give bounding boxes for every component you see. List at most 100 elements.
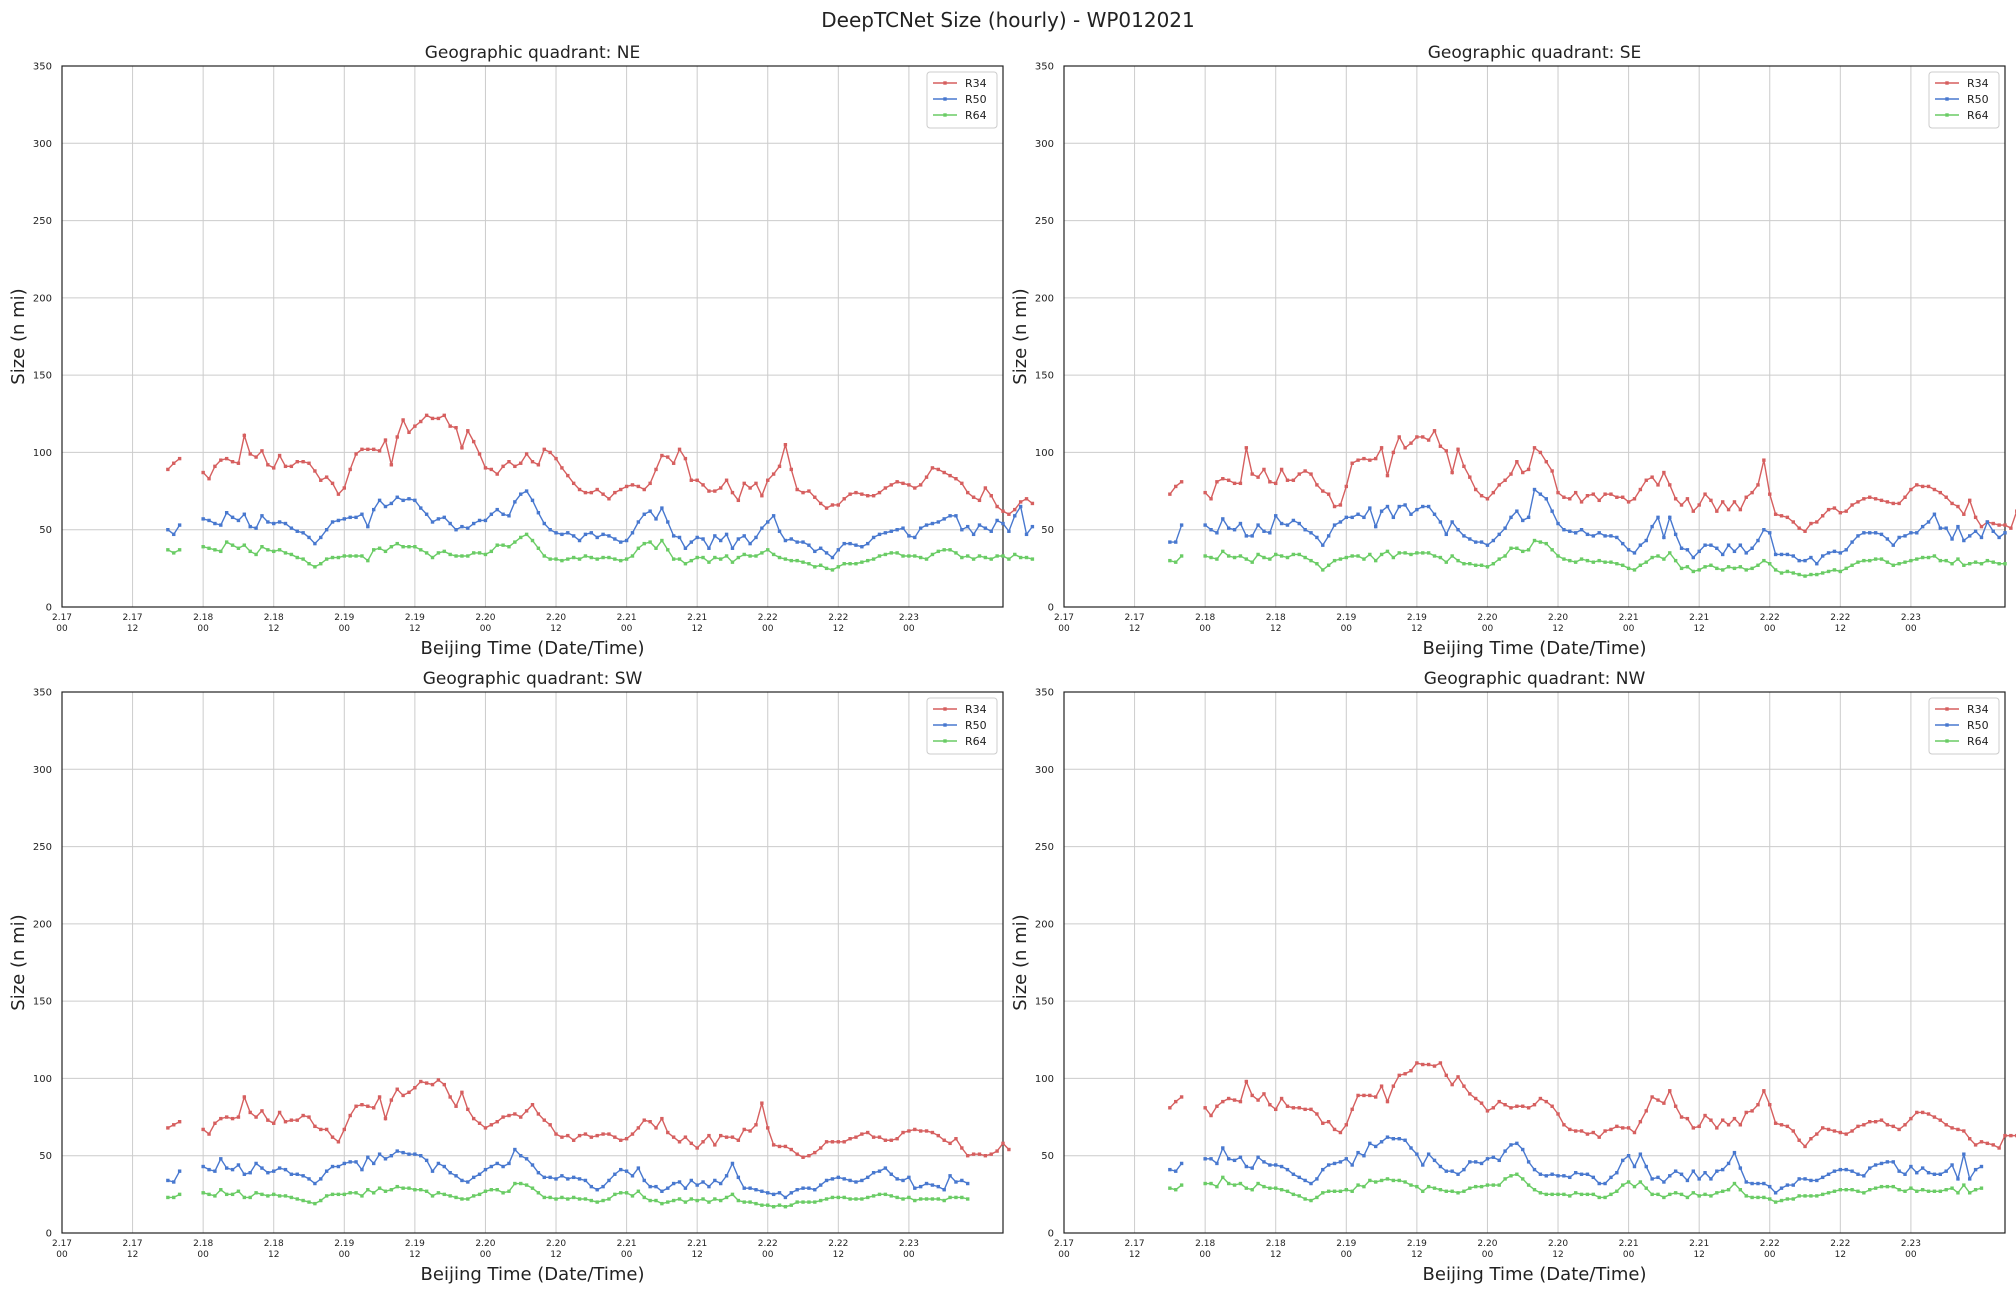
data-point	[1615, 495, 1619, 499]
data-point	[1721, 1167, 1725, 1172]
data-point	[1844, 566, 1848, 571]
data-point	[1997, 523, 2001, 527]
data-point	[413, 1188, 417, 1192]
data-point	[1826, 1191, 1831, 1195]
data-point	[883, 531, 888, 535]
data-point	[813, 1188, 817, 1192]
data-point	[507, 514, 511, 518]
data-point	[836, 1175, 841, 1180]
data-point	[1944, 558, 1948, 563]
data-point	[1179, 1095, 1184, 1099]
data-point	[1226, 554, 1231, 558]
y-tick-label: 50	[39, 525, 52, 536]
data-point	[483, 518, 488, 523]
legend-swatch-marker	[943, 113, 947, 117]
data-point	[342, 554, 346, 558]
data-point	[1174, 1169, 1178, 1173]
data-point	[524, 1183, 529, 1187]
data-point	[1562, 1123, 1566, 1127]
data-point	[1268, 480, 1272, 484]
data-point	[1856, 560, 1860, 564]
data-point	[1738, 543, 1743, 547]
data-point	[989, 529, 993, 533]
data-point	[1873, 1163, 1878, 1167]
panel-title: Geographic quadrant: NW	[1424, 669, 1646, 689]
data-point	[1268, 557, 1272, 561]
data-point	[789, 1203, 793, 1207]
data-point	[1950, 1126, 1954, 1130]
data-point	[1250, 1093, 1254, 1098]
data-point	[1456, 558, 1460, 563]
data-point	[307, 1200, 311, 1204]
legend-swatch-marker	[943, 81, 947, 85]
data-point	[707, 1200, 711, 1204]
data-point	[1421, 1189, 1425, 1193]
data-point	[777, 1203, 782, 1207]
data-point	[813, 565, 817, 569]
data-point	[307, 535, 311, 540]
data-point	[1409, 1146, 1413, 1150]
x-tick-label: 2.17 00	[52, 1239, 72, 1260]
data-point	[589, 490, 594, 495]
data-point	[1691, 1126, 1695, 1130]
data-point	[554, 1197, 558, 1201]
data-point	[695, 478, 699, 482]
data-point	[348, 515, 352, 520]
data-point	[824, 506, 829, 510]
data-point	[1938, 1172, 1943, 1176]
data-point	[377, 546, 382, 550]
series-line-r50	[202, 490, 1033, 559]
data-point	[1773, 1191, 1778, 1195]
data-point	[360, 554, 364, 558]
data-point	[1744, 495, 1748, 499]
data-point	[595, 1188, 599, 1192]
data-point	[1920, 1110, 1925, 1115]
data-point	[424, 413, 429, 418]
y-tick-label: 250	[33, 842, 52, 853]
data-point	[583, 490, 588, 495]
data-point	[713, 1178, 717, 1183]
data-point	[677, 535, 682, 540]
data-point	[213, 464, 217, 469]
data-point	[595, 535, 599, 540]
data-point	[401, 1093, 405, 1098]
data-point	[836, 565, 841, 569]
data-point	[1391, 555, 1396, 560]
data-point	[548, 1195, 552, 1200]
data-point	[1668, 515, 1672, 520]
data-point	[683, 1135, 688, 1139]
data-point	[1468, 562, 1472, 566]
data-point	[201, 545, 205, 549]
data-point	[907, 483, 911, 487]
data-point	[1479, 540, 1484, 544]
data-point	[695, 555, 699, 560]
data-point	[1526, 467, 1531, 472]
y-tick-label: 200	[1035, 293, 1054, 304]
data-point	[1438, 444, 1443, 448]
data-point	[719, 1181, 723, 1186]
data-point	[430, 1169, 435, 1173]
data-point	[648, 1184, 652, 1189]
data-point	[471, 1116, 476, 1121]
data-point	[1732, 566, 1737, 571]
data-point	[348, 1160, 352, 1164]
data-point	[266, 1171, 270, 1175]
data-point	[1297, 472, 1301, 476]
data-point	[1262, 1092, 1266, 1096]
data-point	[830, 1140, 835, 1144]
data-point	[766, 1126, 770, 1130]
data-point	[1838, 1167, 1843, 1172]
data-point	[830, 1177, 835, 1181]
data-point	[1526, 1106, 1531, 1110]
data-point	[713, 555, 717, 560]
data-point	[783, 538, 788, 543]
data-point	[1856, 1124, 1860, 1129]
data-point	[1409, 512, 1413, 516]
data-point	[1497, 557, 1501, 561]
data-point	[1415, 1061, 1419, 1065]
data-point	[642, 1178, 646, 1183]
data-point	[824, 1178, 829, 1183]
data-point	[813, 1150, 817, 1155]
data-point	[1568, 497, 1572, 501]
data-point	[277, 548, 282, 552]
